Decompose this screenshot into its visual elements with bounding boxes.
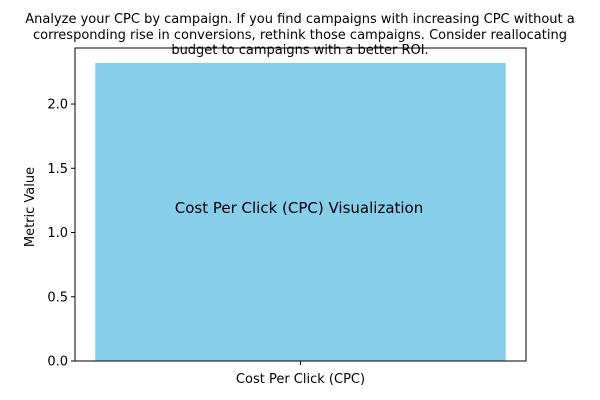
suptitle-line: budget to campaigns with a better ROI. (171, 43, 429, 58)
chart-title: Cost Per Click (CPC) Visualization (175, 199, 424, 217)
y-tick-label: 2.0 (47, 98, 68, 113)
chart-suptitle: Analyze your CPC by campaign. If you fin… (0, 12, 600, 59)
bar (95, 62, 506, 362)
y-tick-label: 1.5 (47, 162, 68, 177)
y-tick-label: 0.5 (47, 290, 68, 305)
axes: 0.0 0.5 1.0 1.5 2.0 Cost Per Click (CPC) (47, 47, 527, 387)
x-tick-label: Cost Per Click (CPC) (236, 372, 365, 387)
y-tick-label: 0.0 (47, 355, 68, 370)
suptitle-line: corresponding rise in conversions, rethi… (33, 27, 567, 43)
y-axis-label: Metric Value (23, 167, 38, 247)
y-tick-label: 1.0 (47, 226, 68, 241)
suptitle-line: Analyze your CPC by campaign. If you fin… (25, 12, 575, 27)
